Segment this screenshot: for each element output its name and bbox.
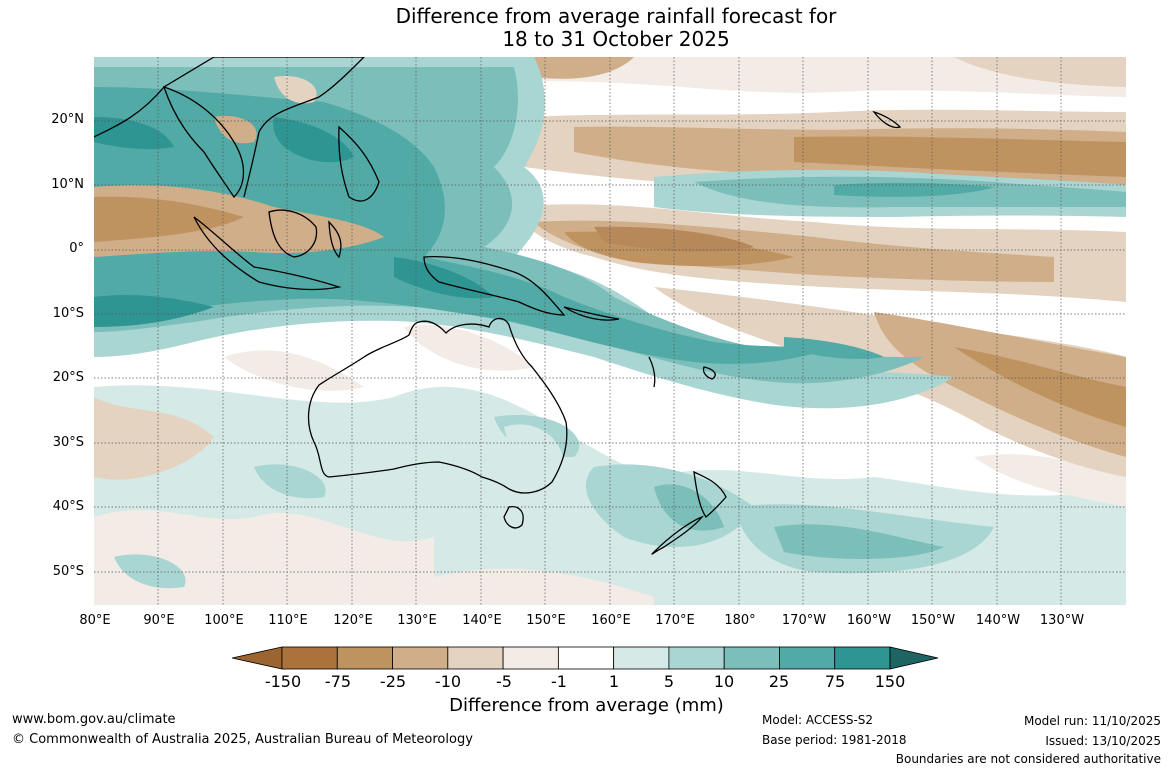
rainfall-anomaly-map — [94, 57, 1126, 605]
lat-label-10n: 10°N — [51, 177, 84, 192]
legend-title: Difference from average (mm) — [449, 695, 724, 716]
lat-label-20n: 20°N — [51, 112, 84, 127]
legend-swatch — [232, 646, 283, 670]
lon-label-150e: 150°E — [526, 613, 566, 628]
southeast-asia-coastline — [94, 57, 365, 198]
sumatra-java-coastline — [193, 216, 342, 291]
boundary-disclaimer: Boundaries are not considered authoritat… — [895, 752, 1161, 766]
legend-tick: 25 — [768, 672, 790, 691]
legend-swatch — [557, 646, 615, 670]
lat-label-50s: 50°S — [52, 564, 84, 579]
legend-swatch — [723, 646, 780, 670]
legend-tick: -150 — [264, 672, 302, 691]
legend-swatch — [668, 646, 725, 670]
new-zealand-north-coastline — [693, 470, 727, 518]
tasmania-coastline — [503, 506, 524, 529]
new-guinea-coastline — [423, 256, 566, 316]
philippines-coastline — [338, 125, 380, 202]
legend-tick: -1 — [551, 672, 567, 691]
legend-swatch — [889, 646, 939, 670]
lon-label-140w: 140°W — [975, 613, 1021, 628]
legend-swatch — [779, 646, 836, 670]
lat-label-0: 0° — [69, 241, 84, 256]
legend-tick: 75 — [824, 672, 846, 691]
hawaii-coastline — [872, 110, 902, 129]
legend-tick: -10 — [434, 672, 462, 691]
vanuatu-coastline — [648, 356, 656, 388]
legend-tick: -5 — [496, 672, 512, 691]
lon-label-180: 180° — [724, 613, 756, 628]
australia-anomalies — [344, 325, 564, 470]
legend-swatch — [336, 646, 393, 670]
lon-label-160w: 160°W — [846, 613, 892, 628]
lon-label-120e: 120°E — [333, 613, 373, 628]
lon-label-170w: 170°W — [781, 613, 827, 628]
lon-label-90e: 90°E — [143, 613, 175, 628]
legend-colorbar — [232, 646, 939, 670]
northern-pacific-dry — [514, 57, 1126, 197]
legend-tick: 5 — [663, 672, 675, 691]
copyright-text: © Commonwealth of Australia 2025, Austra… — [12, 732, 473, 747]
model-name: Model: ACCESS-S2 — [762, 713, 874, 727]
coastlines — [94, 57, 902, 555]
borneo-coastline — [268, 209, 318, 258]
maritime-continent-wet — [94, 57, 954, 409]
lon-label-130e: 130°E — [397, 613, 437, 628]
website-link[interactable]: www.bom.gov.au/climate — [12, 712, 176, 727]
base-period: Base period: 1981-2018 — [762, 733, 907, 747]
graticule — [94, 57, 1126, 605]
legend-swatch — [502, 646, 559, 670]
map-title-line-2: 18 to 31 October 2025 — [502, 27, 730, 51]
sulawesi-coastline — [328, 220, 342, 259]
legend-swatch — [613, 646, 670, 670]
lon-label-150w: 150°W — [910, 613, 956, 628]
legend-swatch — [447, 646, 504, 670]
legend-tick: 10 — [713, 672, 735, 691]
legend-swatch — [392, 646, 449, 670]
legend-tick: 150 — [874, 672, 906, 691]
itcz-wet-band — [654, 169, 1126, 217]
lon-label-80e: 80°E — [79, 613, 111, 628]
equatorial-pacific-dry — [514, 204, 1126, 302]
issued-date: Issued: 13/10/2025 — [1045, 734, 1161, 748]
map-title-line-1: Difference from average rainfall forecas… — [395, 4, 837, 28]
new-zealand-south-coastline — [651, 515, 705, 555]
lon-label-130w: 130°W — [1039, 613, 1085, 628]
solomon-islands-coastline — [563, 306, 620, 321]
lon-label-100e: 100°E — [204, 613, 244, 628]
lon-label-140e: 140°E — [462, 613, 502, 628]
legend-tick: -75 — [324, 672, 352, 691]
lon-label-170e: 170°E — [655, 613, 695, 628]
indian-ocean-dry — [94, 76, 384, 257]
lon-label-160e: 160°E — [591, 613, 631, 628]
lat-label-40s: 40°S — [52, 499, 84, 514]
australia-coastline — [307, 317, 568, 494]
fiji-coastline — [702, 366, 716, 380]
legend-tick: -25 — [379, 672, 407, 691]
legend-tick: 1 — [608, 672, 620, 691]
legend-swatch — [281, 646, 338, 670]
legend-swatch — [834, 646, 891, 670]
lon-label-110e: 110°E — [268, 613, 308, 628]
model-run-date: Model run: 11/10/2025 — [1023, 714, 1161, 728]
lat-label-30s: 30°S — [52, 435, 84, 450]
lat-label-20s: 20°S — [52, 370, 84, 385]
lat-label-10s: 10°S — [52, 306, 84, 321]
indochina-coastline — [162, 85, 245, 199]
